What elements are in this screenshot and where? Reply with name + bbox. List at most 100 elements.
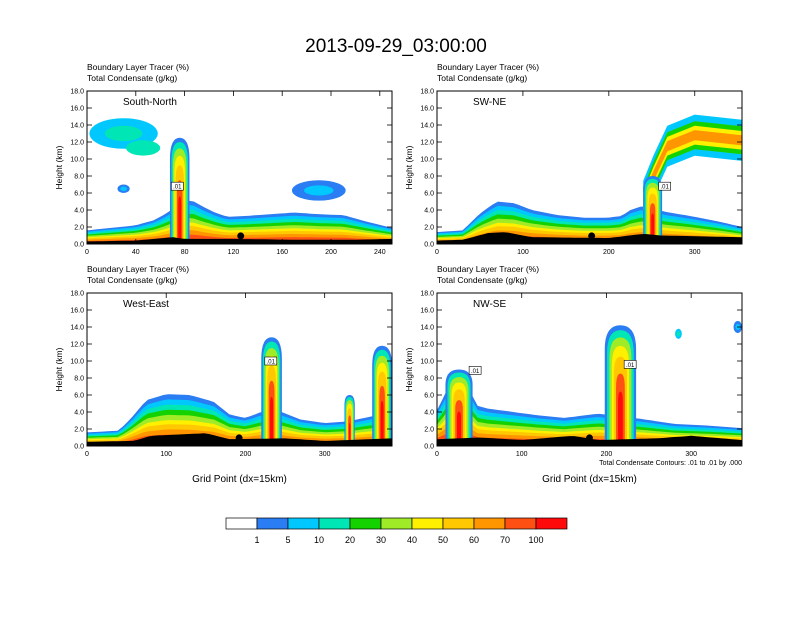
- contour-label-text: .01: [626, 363, 635, 369]
- y-tick-label: 0.0: [424, 242, 434, 249]
- convective-plume: [618, 391, 623, 446]
- y-tick-label: 6.0: [74, 191, 84, 198]
- colorbar-label: 5: [285, 535, 290, 545]
- panel-nw-se: .01 .01 0.0 2.0 4.0 6.0 8.0 10.0 12.0 14.0 16.0 18.…: [404, 264, 743, 485]
- y-tick-label: 16.0: [70, 106, 84, 113]
- plot-frame: [436, 90, 743, 245]
- y-tick-label: 6.0: [74, 393, 84, 400]
- terrain: [87, 237, 392, 244]
- contour-label: .01: [658, 181, 671, 191]
- x-tick-label: 300: [685, 451, 697, 458]
- location-marker: [586, 434, 593, 442]
- colorbar-swatch: [535, 517, 568, 530]
- colorbar-swatch: [411, 517, 444, 530]
- location-marker: [237, 232, 245, 240]
- variable-subtitle: Total Condensate (g/kg): [87, 275, 177, 285]
- x-tick-label: 200: [325, 249, 337, 256]
- convective-plume: [456, 411, 462, 446]
- contour-label-text: .01: [471, 369, 480, 375]
- y-tick-label: 18.0: [420, 89, 434, 96]
- x-tick-label: 100: [516, 451, 528, 458]
- panel-west-east: .01 0.0 2.0 4.0 6.0 8.0 10.0 12.0 14.0 16.0 18.0 0 1…: [54, 264, 393, 485]
- y-tick-label: 6.0: [424, 191, 434, 198]
- y-tick-label: 18.0: [420, 291, 434, 298]
- y-tick-label: 4.0: [74, 410, 84, 417]
- colorbar-label: 60: [469, 535, 479, 545]
- x-tick-label: 200: [601, 451, 613, 458]
- y-tick-label: 10.0: [70, 157, 84, 164]
- y-tick-label: 2.0: [74, 225, 84, 232]
- y-tick-label: 14.0: [420, 325, 434, 332]
- x-tick-label: 200: [240, 451, 252, 458]
- y-tick-label: 14.0: [70, 325, 84, 332]
- colorbar-swatch: [473, 517, 506, 530]
- colorbar-label: 50: [438, 535, 448, 545]
- y-tick-label: 12.0: [70, 140, 84, 147]
- variable-title: Boundary Layer Tracer (%): [87, 264, 189, 274]
- colorbar-swatch: [349, 517, 382, 530]
- y-tick-label: 2.0: [424, 225, 434, 232]
- y-tick-label: 8.0: [424, 174, 434, 181]
- contour-label: .01: [170, 181, 184, 191]
- cross-section-label: NW-SE: [473, 299, 506, 310]
- y-tick-label: 0.0: [74, 444, 84, 451]
- y-tick-label: 6.0: [424, 393, 434, 400]
- convective-plume: [270, 397, 274, 446]
- panel-south-north: .01 0.0 2.0 4.0 6.0 8.0 10.0 12.0 14.0 16.0 18.0 0 4…: [54, 62, 393, 256]
- x-tick-label: 80: [181, 249, 189, 256]
- contour-label-text: .01: [267, 360, 276, 366]
- x-axis-label: Grid Point (dx=15km): [542, 474, 637, 485]
- variable-subtitle: Total Condensate (g/kg): [87, 73, 177, 83]
- colorbar-swatch: [318, 517, 351, 530]
- x-tick-label: 240: [374, 249, 386, 256]
- contour-label-text: .01: [173, 185, 182, 191]
- y-tick-label: 16.0: [420, 308, 434, 315]
- x-tick-label: 0: [435, 451, 439, 458]
- variable-subtitle: Total Condensate (g/kg): [437, 275, 527, 285]
- y-axis-label: Height (km): [54, 145, 64, 189]
- cloud-patch: [126, 140, 161, 156]
- plot-frame: [86, 90, 393, 245]
- colorbar-swatch: [225, 517, 258, 530]
- y-tick-label: 4.0: [424, 410, 434, 417]
- convective-plume: [380, 400, 384, 446]
- x-tick-label: 120: [228, 249, 240, 256]
- x-tick-label: 0: [85, 249, 89, 256]
- y-tick-label: 8.0: [424, 376, 434, 383]
- y-tick-label: 14.0: [420, 123, 434, 130]
- panels: .01 0.0 2.0 4.0 6.0 8.0 10.0 12.0 14.0 16.0 18.0 0 4…: [54, 62, 743, 485]
- cross-section-label: South-North: [123, 97, 177, 108]
- cloud-patch-core: [676, 331, 681, 337]
- tracer-field: [87, 118, 392, 244]
- y-tick-label: 14.0: [70, 123, 84, 130]
- variable-title: Boundary Layer Tracer (%): [437, 62, 539, 72]
- tracer-field: [437, 114, 742, 244]
- colorbar-swatch: [442, 517, 475, 530]
- cloud-arc: [643, 130, 742, 207]
- y-tick-label: 4.0: [424, 208, 434, 215]
- colorbar-label: 30: [376, 535, 386, 545]
- y-tick-label: 10.0: [70, 359, 84, 366]
- variable-title: Boundary Layer Tracer (%): [87, 62, 189, 72]
- tracer-field: [87, 337, 392, 446]
- contour-label-text: .01: [661, 185, 670, 191]
- y-tick-label: 12.0: [420, 342, 434, 349]
- x-tick-label: 100: [517, 249, 529, 256]
- y-tick-label: 18.0: [70, 89, 84, 96]
- cloud-patch-core: [304, 185, 334, 196]
- y-tick-label: 2.0: [424, 427, 434, 434]
- colorbar-swatch: [504, 517, 537, 530]
- panel-sw-ne: .01 0.0 2.0 4.0 6.0 8.0 10.0 12.0 14.0 16.0 18.0 0 1…: [404, 62, 743, 256]
- contour-label: .01: [264, 356, 278, 366]
- x-tick-label: 200: [603, 249, 615, 256]
- x-tick-label: 100: [160, 451, 172, 458]
- y-tick-label: 8.0: [74, 376, 84, 383]
- cross-section-label: West-East: [123, 299, 169, 310]
- convective-plume: [178, 196, 182, 244]
- colorbar-label: 20: [345, 535, 355, 545]
- cloud-patch-core: [120, 186, 127, 191]
- cloud-patch-core: [104, 125, 143, 142]
- cross-section-label: SW-NE: [473, 97, 506, 108]
- figure-title: 2013-09-29_03:00:00: [305, 36, 487, 57]
- colorbar-label: 70: [500, 535, 510, 545]
